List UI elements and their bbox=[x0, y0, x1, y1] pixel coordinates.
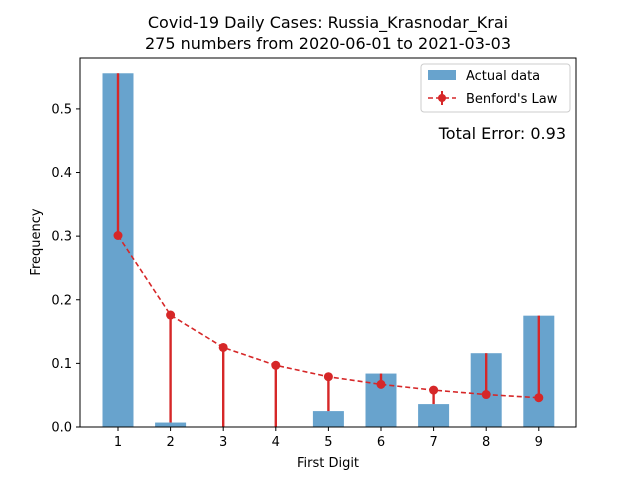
legend-marker-swatch bbox=[438, 94, 446, 102]
legend-label-actual: Actual data bbox=[466, 69, 540, 84]
y-tick-label: 0.3 bbox=[51, 230, 72, 245]
x-tick-label: 9 bbox=[535, 435, 543, 450]
x-axis-label: First Digit bbox=[297, 456, 359, 471]
x-tick-label: 7 bbox=[429, 435, 437, 450]
x-tick-label: 5 bbox=[324, 435, 332, 450]
x-ticks: 1 2 3 4 5 6 7 8 9 bbox=[114, 427, 543, 450]
benford-marker-digit-5 bbox=[323, 372, 333, 382]
benford-marker-digit-3 bbox=[218, 342, 228, 352]
x-tick-label: 2 bbox=[166, 435, 174, 450]
y-tick-label: 0.4 bbox=[51, 166, 72, 181]
benford-marker-digit-8 bbox=[481, 390, 491, 400]
y-tick-label: 0.2 bbox=[51, 293, 72, 308]
bar-digit-7 bbox=[418, 404, 450, 427]
bar-digit-2 bbox=[155, 422, 187, 427]
legend-label-benford: Benford's Law bbox=[466, 92, 558, 107]
y-ticks: 0.0 0.1 0.2 0.3 0.4 0.5 bbox=[51, 102, 80, 436]
x-tick-label: 1 bbox=[114, 435, 122, 450]
y-axis-label: Frequency bbox=[29, 208, 44, 275]
chart-subtitle: 275 numbers from 2020-06-01 to 2021-03-0… bbox=[145, 34, 511, 53]
benford-marker-digit-4 bbox=[271, 360, 281, 370]
bar-digit-5 bbox=[312, 411, 344, 427]
legend-box bbox=[420, 63, 571, 113]
total-error-annotation: Total Error: 0.93 bbox=[438, 124, 566, 143]
benford-marker-digit-6 bbox=[376, 379, 386, 389]
legend: Actual data Benford's Law bbox=[420, 63, 571, 113]
y-tick-label: 0.1 bbox=[51, 357, 72, 372]
y-tick-label: 0.0 bbox=[51, 421, 72, 436]
legend-bar-swatch bbox=[428, 70, 456, 80]
chart-title: Covid-19 Daily Cases: Russia_Krasnodar_K… bbox=[148, 13, 508, 33]
y-tick-label: 0.5 bbox=[51, 102, 72, 117]
x-tick-label: 8 bbox=[482, 435, 490, 450]
x-tick-label: 4 bbox=[272, 435, 280, 450]
benford-marker-digit-7 bbox=[429, 385, 439, 395]
x-tick-label: 6 bbox=[377, 435, 385, 450]
x-tick-label: 3 bbox=[219, 435, 227, 450]
benford-marker-digit-2 bbox=[166, 310, 176, 320]
benford-marker-digit-9 bbox=[534, 393, 544, 403]
benford-marker-digit-1 bbox=[113, 231, 123, 241]
benford-line-group bbox=[113, 231, 544, 403]
